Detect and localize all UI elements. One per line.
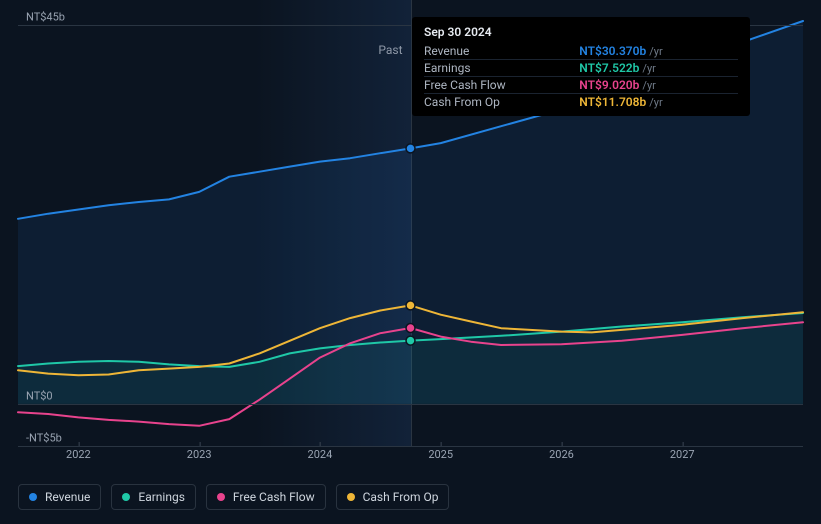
tooltip-row-label: Revenue: [424, 43, 579, 60]
legend-dot: [217, 493, 225, 501]
tooltip-row-label: Cash From Op: [424, 94, 579, 111]
legend-dot: [29, 493, 37, 501]
tooltip-row-label: Free Cash Flow: [424, 77, 579, 94]
tooltip-row: Free Cash FlowNT$9.020b/yr: [424, 77, 738, 94]
marker-fcf: [406, 324, 415, 333]
legend-dot: [347, 493, 355, 501]
y-tick-label: -NT$5b: [24, 432, 64, 445]
tooltip-row-label: Earnings: [424, 60, 579, 77]
marker-earnings: [406, 336, 415, 345]
tooltip-row-value: NT$11.708b/yr: [579, 94, 738, 111]
x-tick-label: 2025: [428, 448, 453, 461]
x-axis: 2022 2023 2024 2025 2026 2027: [18, 446, 803, 466]
tooltip-row-value: NT$30.370b/yr: [579, 43, 738, 60]
tooltip-row: EarningsNT$7.522b/yr: [424, 60, 738, 77]
y-tick-label: NT$45b: [24, 11, 67, 24]
financials-forecast-chart: Past Analysts Forecasts NT$45bNT$0-NT$5b…: [0, 0, 821, 524]
tooltip-row: Cash From OpNT$11.708b/yr: [424, 94, 738, 111]
marker-cfo: [406, 301, 415, 310]
x-tick-label: 2023: [187, 448, 212, 461]
legend-item-free-cash-flow[interactable]: Free Cash Flow: [206, 484, 326, 510]
tooltip-row: RevenueNT$30.370b/yr: [424, 43, 738, 60]
y-tick-label: NT$0: [24, 389, 55, 402]
marker-revenue: [406, 144, 415, 153]
legend-label: Revenue: [45, 490, 90, 504]
legend-item-revenue[interactable]: Revenue: [18, 484, 101, 510]
legend: Revenue Earnings Free Cash Flow Cash From O…: [18, 484, 803, 510]
tooltip-title: Sep 30 2024: [424, 25, 738, 39]
tooltip-table: RevenueNT$30.370b/yrEarningsNT$7.522b/yr…: [424, 43, 738, 110]
x-tick-label: 2024: [308, 448, 333, 461]
legend-label: Free Cash Flow: [233, 490, 315, 504]
x-tick-label: 2026: [549, 448, 574, 461]
y-gridline: [18, 404, 803, 405]
tooltip-row-value: NT$9.020b/yr: [579, 77, 738, 94]
legend-item-cash-from-op[interactable]: Cash From Op: [336, 484, 450, 510]
legend-label: Earnings: [138, 490, 185, 504]
tooltip: Sep 30 2024 RevenueNT$30.370b/yrEarnings…: [412, 17, 750, 116]
legend-dot: [122, 493, 130, 501]
x-tick-label: 2027: [670, 448, 695, 461]
legend-item-earnings[interactable]: Earnings: [111, 484, 196, 510]
tooltip-row-value: NT$7.522b/yr: [579, 60, 738, 77]
x-tick-label: 2022: [66, 448, 91, 461]
legend-label: Cash From Op: [363, 490, 439, 504]
